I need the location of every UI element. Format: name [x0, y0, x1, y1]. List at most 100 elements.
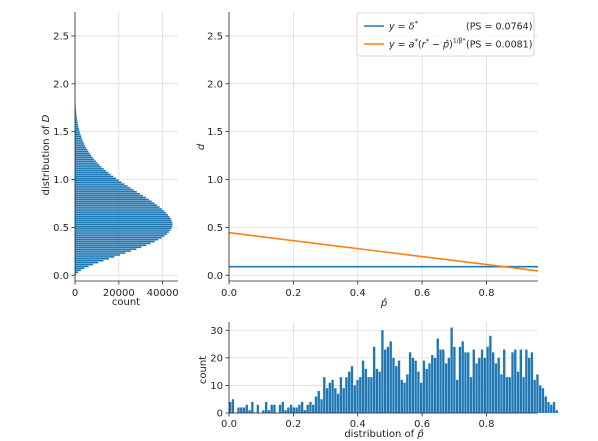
- bottom-histogram-bar: [331, 379, 334, 413]
- bottom-histogram-bar: [536, 374, 539, 413]
- bottom-histogram-bar: [514, 349, 517, 413]
- main-ticks: 0.0 0.2 0.4 0.6 0.8 0.0 0.5 1.0 1.5 2.0 2.5: [207, 31, 494, 299]
- left-ylabel: distribution of D: [41, 114, 52, 195]
- left-histogram-bar: [75, 194, 143, 197]
- left-histogram-bar: [75, 191, 137, 193]
- bottom-histogram-bar: [287, 407, 290, 413]
- left-histogram-bar: [75, 135, 82, 138]
- left-histogram-bar: [75, 143, 85, 145]
- bottom-histogram-bar: [458, 346, 462, 413]
- bottom-histogram-bar: [541, 388, 545, 413]
- left-histogram-bar: [75, 248, 137, 251]
- left-ytick-label: 0.5: [53, 223, 69, 234]
- left-histogram-bar: [75, 114, 77, 117]
- left-histogram-bar: [75, 210, 165, 212]
- bottom-histogram-bar: [522, 377, 525, 413]
- bottom-histogram-bar: [494, 363, 498, 413]
- bottom-histogram-bars: [229, 327, 558, 413]
- bottom-histogram-bar: [334, 388, 337, 413]
- left-histogram-bar: [75, 124, 79, 126]
- left-histogram-bar: [75, 233, 168, 235]
- main-ytick-label: 2.5: [207, 31, 223, 42]
- left-histogram-bar: [75, 187, 131, 189]
- bottom-histogram-bar: [278, 404, 282, 413]
- left-histogram-bar: [75, 261, 99, 264]
- left-ytick-label: 0.0: [53, 271, 69, 282]
- legend-label-delta-y: y: [388, 22, 395, 33]
- left-histogram-bar: [75, 156, 93, 159]
- left-histogram-bar: [75, 183, 125, 185]
- left-histogram-bar: [75, 235, 165, 237]
- bottom-histogram-bar: [478, 357, 481, 413]
- bottom-histogram-bar: [264, 401, 268, 413]
- bottom-histogram-bar: [530, 352, 534, 413]
- bottom-histogram-bar: [375, 368, 379, 413]
- bottom-histogram-bar: [336, 393, 340, 413]
- left-histogram-bar: [75, 258, 109, 260]
- left-ytick-label: 2.5: [53, 31, 69, 42]
- bottom-histogram-bar: [461, 341, 464, 413]
- bottom-histogram-bar: [475, 363, 478, 413]
- legend-label-power-astar: *: [414, 38, 418, 46]
- bottom-histogram-bar: [298, 404, 301, 413]
- left-histogram-bar: [75, 238, 159, 241]
- left-histogram-bar: [75, 125, 79, 128]
- bottom-histogram-bar: [533, 379, 536, 413]
- bottom-ytick-label: 20: [210, 353, 223, 364]
- bottom-histogram-bar: [262, 410, 265, 413]
- left-histogram-bar: [75, 269, 81, 272]
- bottom-ytick-label: 10: [210, 381, 223, 392]
- legend-label-power-eq: =: [395, 40, 409, 51]
- left-histogram-bar: [75, 208, 163, 210]
- bottom-histogram-bar: [431, 355, 434, 413]
- left-histogram-bar: [75, 175, 114, 178]
- left-histogram-bar: [75, 267, 85, 270]
- bottom-histogram-bar: [480, 349, 484, 413]
- left-xtick-label: 20000: [103, 288, 135, 299]
- left-histogram-bar: [75, 169, 106, 172]
- main-ylabel: d: [196, 143, 207, 150]
- bottom-histogram-bar: [306, 404, 309, 413]
- bottom-histogram-bar: [414, 360, 417, 413]
- left-histogram-bar: [75, 148, 88, 151]
- bottom-histogram-bar: [486, 346, 489, 413]
- bottom-histogram-bar: [508, 377, 511, 413]
- left-histogram-bar: [75, 131, 80, 134]
- left-histogram-bar: [75, 116, 77, 118]
- legend: y = δ* (PS = 0.0764) y = a*(r* − p̂)1/β*…: [356, 12, 535, 57]
- bottom-histogram-bar: [309, 401, 312, 413]
- bottom-histogram-bar: [229, 401, 232, 413]
- left-histogram-panel: 0 20000 40000 0.0 0.5 1.0 1.5 2.0 2.5 count dist…: [41, 12, 179, 308]
- left-histogram-bar: [75, 177, 116, 180]
- left-histogram-bar: [75, 244, 147, 247]
- bottom-histogram-bar: [292, 407, 296, 413]
- left-histogram-bar: [75, 265, 89, 268]
- left-histogram-bar: [75, 215, 170, 218]
- left-xtick-label: 0: [72, 288, 78, 299]
- bottom-histogram-bar: [386, 346, 390, 413]
- bottom-histogram-bar: [406, 374, 409, 413]
- left-histogram-bar: [75, 110, 77, 113]
- bottom-histogram-bar: [436, 338, 439, 413]
- left-ylabel-var: D: [41, 114, 52, 122]
- left-histogram-bar: [75, 112, 77, 115]
- bottom-histogram-bar: [552, 401, 556, 413]
- bottom-histogram-bar: [345, 377, 348, 413]
- bottom-histogram-bar: [353, 385, 356, 413]
- main-lines: [228, 231, 539, 272]
- legend-box: [356, 12, 535, 57]
- legend-label-delta-eq: =: [395, 22, 409, 33]
- left-histogram-bar: [75, 127, 79, 130]
- left-histogram-bar: [75, 120, 78, 122]
- main-plot-panel: 0.0 0.2 0.4 0.6 0.8 0.0 0.5 1.0 1.5 2.0 2.5 p̂ d y…: [196, 12, 539, 309]
- left-ytick-label: 1.5: [53, 127, 69, 138]
- bottom-histogram-bar: [245, 404, 248, 413]
- left-histogram-bar: [75, 198, 149, 201]
- left-histogram-bar: [75, 225, 173, 228]
- bottom-xtick-label: 0.8: [479, 419, 495, 430]
- left-histogram-bar: [75, 219, 172, 222]
- left-histogram-bar: [75, 263, 94, 266]
- bottom-ylabel: count: [198, 356, 209, 384]
- legend-label-delta-star: *: [414, 20, 418, 28]
